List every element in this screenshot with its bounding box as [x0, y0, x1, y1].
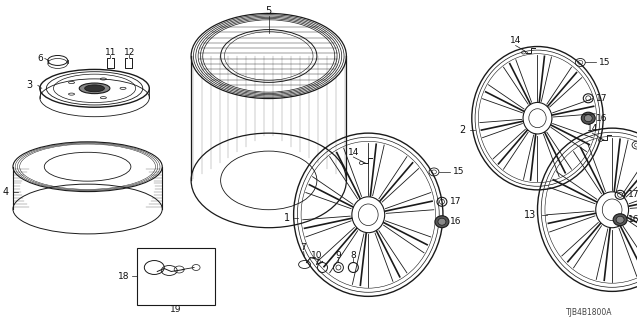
Ellipse shape	[584, 115, 592, 122]
Text: 5: 5	[266, 6, 272, 16]
Text: 2: 2	[460, 125, 466, 135]
Text: 7: 7	[301, 243, 307, 252]
Text: 15: 15	[453, 167, 465, 176]
Text: 15: 15	[599, 58, 611, 67]
Ellipse shape	[435, 216, 449, 228]
Text: 16: 16	[450, 217, 461, 226]
Text: 17: 17	[450, 197, 461, 206]
Text: 4: 4	[3, 187, 9, 197]
Text: 19: 19	[170, 305, 182, 314]
Bar	[138, 248, 215, 305]
Text: 6: 6	[37, 54, 43, 63]
Text: 1: 1	[284, 213, 290, 223]
Text: 18: 18	[118, 272, 129, 281]
Text: 16: 16	[596, 114, 608, 123]
Text: 10: 10	[311, 251, 323, 260]
Text: TJB4B1800A: TJB4B1800A	[566, 308, 612, 317]
Text: 11: 11	[105, 48, 116, 57]
Text: 17: 17	[596, 94, 608, 103]
Text: 12: 12	[124, 48, 135, 57]
Ellipse shape	[79, 83, 110, 94]
Text: 14: 14	[348, 148, 359, 156]
Ellipse shape	[613, 214, 627, 226]
Ellipse shape	[84, 85, 104, 92]
Ellipse shape	[438, 218, 446, 225]
Text: 8: 8	[351, 251, 356, 260]
Text: 13: 13	[524, 210, 537, 220]
Ellipse shape	[616, 216, 624, 223]
Ellipse shape	[581, 112, 595, 124]
Text: 14: 14	[510, 36, 522, 45]
Text: 16: 16	[628, 215, 639, 224]
Text: 14: 14	[586, 124, 598, 133]
Text: 9: 9	[335, 251, 341, 260]
Text: 3: 3	[27, 80, 33, 90]
Text: 17: 17	[628, 190, 639, 199]
